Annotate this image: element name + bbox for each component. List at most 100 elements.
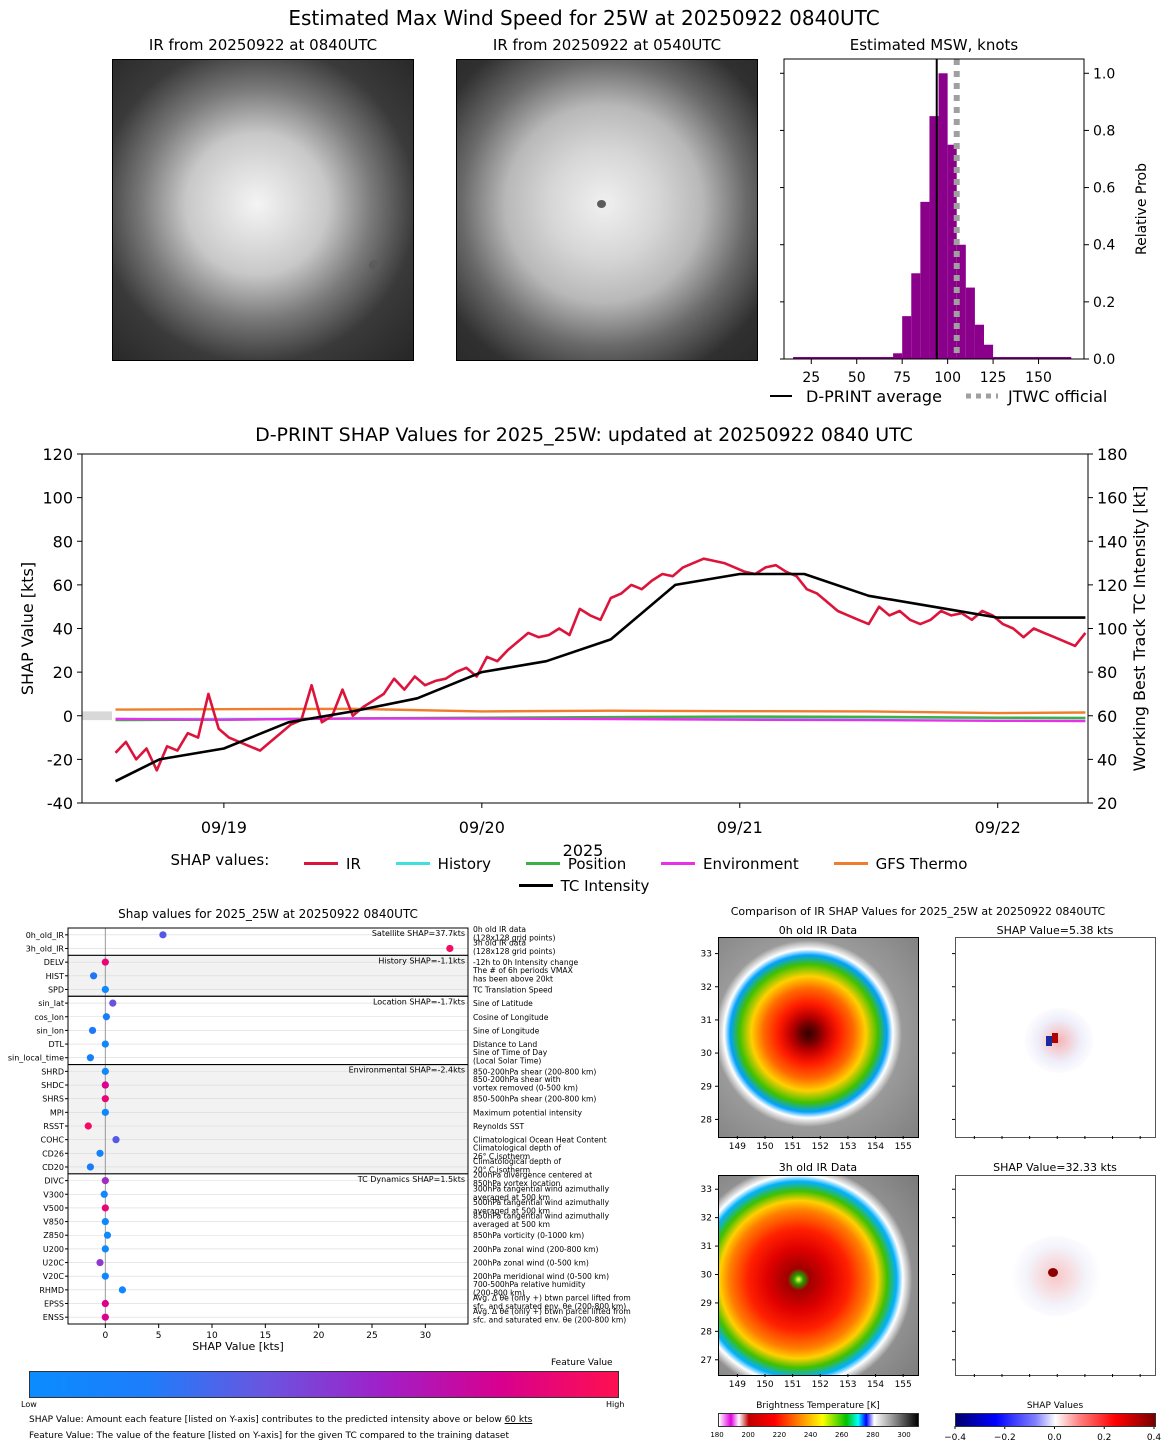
bee-xtick-label: 20 [313, 1331, 325, 1341]
feature-label: HIST [46, 972, 64, 981]
shap-dot [446, 944, 454, 953]
msw-bar [893, 353, 903, 359]
msw-ytick-label: 0.6 [1093, 181, 1115, 197]
y2tick-label: 80 [1097, 663, 1117, 682]
lon-tick-label: 155 [895, 1142, 912, 1152]
feature-colorbar [29, 1371, 619, 1398]
lon-tick-label: 155 [895, 1380, 912, 1390]
sv-tick-label: 0.2 [1097, 1433, 1111, 1443]
legend-caption: SHAP values: [170, 851, 270, 869]
msw-bar [956, 244, 966, 359]
ytick-label: 40 [53, 620, 73, 639]
shap-dot [101, 1313, 109, 1321]
bee-xlabel: SHAP Value [kts] [192, 1340, 284, 1353]
legend-tc-intensity: TC Intensity [518, 877, 649, 895]
feature-label: DIVC [44, 1177, 64, 1186]
group-label: Location SHAP=-1.7kts [373, 997, 465, 1006]
shap-timeseries-chart: -40 -20 0 20 40 60 80 100 120 20 40 60 80 100 120 140 16… [18, 446, 1149, 856]
feature-label: cos_lon [34, 1013, 64, 1022]
msw-bar [929, 116, 939, 360]
shap-positive-spot [1052, 1033, 1058, 1043]
bee-frame [67, 927, 469, 1325]
shap-dot [86, 1163, 94, 1171]
feature-label: sin_local_time [8, 1054, 64, 1063]
feature-description: 700-500hPa relative humidity [473, 1280, 586, 1289]
feature-description: averaged at 500 km [473, 1220, 550, 1229]
shap-3h-title: SHAP Value=32.33 kts [993, 1161, 1117, 1174]
shap-0h-title: SHAP Value=5.38 kts [996, 924, 1114, 937]
feature-label: V500 [43, 1204, 64, 1213]
shap-dot [84, 1122, 92, 1130]
msw-ytick-label: 1.0 [1093, 66, 1115, 82]
shap-dot [90, 972, 98, 980]
lat-tick-label: 33 [701, 1185, 712, 1195]
feature-description: (128x128 grid points) [473, 947, 555, 956]
feature-description: 300hPa tangential wind azimuthally [473, 1184, 610, 1193]
feature-label: SHRS [42, 1095, 64, 1104]
msw-xtick-label: 125 [980, 370, 1007, 386]
shap-dot [118, 1286, 126, 1294]
group-label: History SHAP=-1.1kts [378, 956, 465, 965]
shap-dot [101, 1299, 109, 1308]
feature-description: 200hPa divergence centered at [473, 1171, 592, 1180]
legend-history: History [395, 855, 491, 873]
zero-band [82, 711, 112, 721]
bee-xtick-label: 30 [420, 1331, 432, 1341]
msw-title: Estimated MSW, knots [850, 36, 1019, 54]
feature-label: SHDC [41, 1081, 64, 1090]
y2tick-label: 180 [1097, 446, 1128, 464]
y2tick-label: 20 [1097, 794, 1117, 813]
shap-negative-spot [1046, 1036, 1052, 1046]
feature-description: Cosine of Longitude [473, 1013, 549, 1022]
shap-dot [101, 1040, 109, 1048]
bt-tick-label: 200 [741, 1431, 754, 1439]
legend-ir: IR [304, 855, 361, 873]
shap-dot [101, 1067, 109, 1075]
ytick-label: 80 [53, 532, 73, 551]
shap-dot [102, 1013, 110, 1021]
feature-label: DELV [44, 958, 65, 967]
msw-bar [920, 201, 930, 359]
lon-tick-label: 150 [756, 1380, 773, 1390]
lat-tick-label: 32 [701, 1214, 712, 1224]
series-gfs-thermo [115, 707, 1086, 715]
msw-frame [783, 58, 1085, 360]
y2tick-label: 100 [1097, 620, 1128, 639]
feature-label: ENSS [43, 1313, 64, 1322]
bee-xtick-label: 10 [206, 1331, 218, 1341]
lat-tick-label: 31 [701, 1242, 712, 1252]
shap-legend: SHAP values: IR History Position Environ… [0, 851, 1168, 873]
feature-description: (Local Solar Time) [473, 1056, 541, 1065]
lon-tick-label: 154 [867, 1142, 884, 1152]
shap-dot [100, 1190, 108, 1198]
xtick-label: 09/22 [975, 818, 1021, 837]
y-label: SHAP Value [kts] [18, 562, 37, 695]
shap-dot [101, 1204, 109, 1212]
msw-xtick-label: 75 [893, 370, 911, 386]
lat-tick-label: 33 [701, 950, 712, 960]
ir-0h-map [718, 937, 919, 1138]
legend-position: Position [525, 855, 626, 873]
lat-tick-label: 31 [701, 1016, 712, 1026]
bt-tick-label: 180 [710, 1431, 723, 1439]
lon-tick-label: 150 [756, 1142, 773, 1152]
bt-tick-label: 300 [897, 1431, 910, 1439]
ytick-label: 20 [53, 663, 73, 682]
series-environment [115, 717, 1086, 723]
footnote-feature: Feature Value: The value of the feature … [29, 1431, 510, 1441]
shap-dot [159, 931, 167, 939]
ytick-label: 60 [53, 576, 73, 595]
feature-shap-title: Shap values for 2025_25W at 20250922 084… [118, 907, 418, 921]
msw-xtick-label: 25 [802, 370, 820, 386]
feature-description: 850hPa tangential wind azimuthally [473, 1212, 610, 1221]
lon-tick-label: 154 [867, 1380, 884, 1390]
feature-description: The # of 6h periods VMAX [472, 966, 573, 975]
lat-tick-label: 27 [701, 1356, 712, 1366]
xtick-label: 09/20 [459, 818, 505, 837]
msw-bar [984, 344, 994, 359]
msw-histogram: Estimated MSW, knots 25 50 75 100 125 150 0.0 0.… [770, 36, 1150, 406]
shap-dot [101, 1272, 109, 1280]
shap-positive-spot [1048, 1268, 1058, 1277]
msw-bar [911, 273, 921, 359]
bt-tick-label: 280 [866, 1431, 879, 1439]
